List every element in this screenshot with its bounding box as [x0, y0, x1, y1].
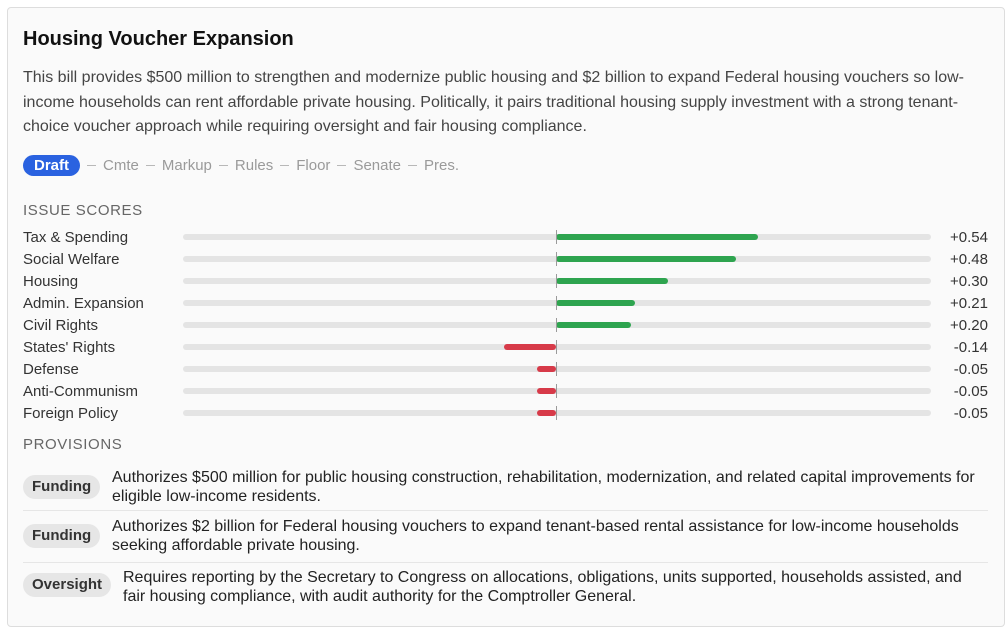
- issue-bar-midline: [556, 274, 557, 288]
- stage-pres: Pres.: [423, 156, 459, 174]
- issue-score-value: +0.21: [950, 295, 988, 312]
- issue-score-value: +0.30: [950, 273, 988, 290]
- issue-row: States' Rights -0.14: [23, 338, 988, 360]
- stage-current: Draft: [23, 154, 81, 176]
- provision-item: Oversight Requires reporting by the Secr…: [23, 566, 988, 614]
- stage-separator: [145, 164, 155, 166]
- issue-scores-list: Tax & Spending +0.54 Social Welfare +0.48 Ho…: [23, 228, 988, 426]
- issue-row: Admin. Expansion +0.21: [23, 294, 988, 316]
- issue-row: Defense -0.05: [23, 360, 988, 382]
- issue-bar-track: [183, 274, 931, 288]
- issue-label: Tax & Spending: [23, 229, 129, 246]
- issue-score-value: -0.05: [953, 383, 988, 400]
- stage-separator: [218, 164, 228, 166]
- stage-separator: [407, 164, 417, 166]
- issue-bar-midline: [556, 362, 557, 376]
- issue-bar-track: [183, 362, 931, 376]
- issue-bar-midline: [556, 340, 557, 354]
- issue-bar-track: [183, 318, 931, 332]
- issue-bar-midline: [556, 406, 557, 420]
- issue-label: States' Rights: [23, 339, 116, 356]
- issue-bar-midline: [556, 252, 557, 266]
- issue-bar-midline: [556, 230, 557, 244]
- issue-bar-fill: [503, 344, 556, 350]
- issue-score-value: -0.05: [953, 405, 988, 422]
- issue-bar-fill: [556, 256, 736, 262]
- issue-bar-fill: [556, 300, 635, 306]
- issue-row: Foreign Policy -0.05: [23, 404, 988, 426]
- stage-separator: [87, 164, 97, 166]
- issue-label: Defense: [23, 361, 79, 378]
- stage-rules: Rules: [234, 156, 274, 174]
- issue-label: Admin. Expansion: [23, 295, 144, 312]
- issue-row: Housing +0.30: [23, 272, 988, 294]
- provision-tag: Oversight: [23, 573, 112, 597]
- provision-item: Funding Authorizes $500 million for publ…: [23, 465, 988, 511]
- issue-bar-track: [183, 384, 931, 398]
- provisions-heading: PROVISIONS: [23, 436, 123, 453]
- issue-label: Anti-Communism: [23, 383, 139, 400]
- bill-title: Housing Voucher Expansion: [23, 28, 294, 50]
- issue-bar-fill: [537, 410, 556, 416]
- provision-text: Requires reporting by the Secretary to C…: [123, 569, 962, 605]
- issue-bar-track: [183, 340, 931, 354]
- issue-label: Civil Rights: [23, 317, 99, 334]
- provision-tag: Funding: [23, 524, 101, 548]
- provision-tag: Funding: [23, 475, 101, 499]
- issue-bar-fill: [556, 234, 758, 240]
- issue-bar-fill: [556, 322, 631, 328]
- provision-text: Authorizes $500 million for public housi…: [112, 469, 975, 505]
- stage-cmte: Cmte: [103, 156, 139, 174]
- issue-bar-midline: [556, 318, 557, 332]
- stage-separator: [337, 164, 347, 166]
- stage-separator: [280, 164, 290, 166]
- issue-row: Tax & Spending +0.54: [23, 228, 988, 250]
- issue-row: Social Welfare +0.48: [23, 250, 988, 272]
- stage-markup: Markup: [161, 156, 212, 174]
- issue-bar-track: [183, 230, 931, 244]
- issue-bar-midline: [556, 296, 557, 310]
- issue-row: Civil Rights +0.20: [23, 316, 988, 338]
- bill-description: This bill provides $500 million to stren…: [23, 69, 965, 135]
- issue-bar-track: [183, 406, 931, 420]
- issue-label: Social Welfare: [23, 251, 120, 268]
- issue-bar-fill: [556, 278, 669, 284]
- issue-label: Foreign Policy: [23, 405, 119, 422]
- issue-score-value: -0.14: [953, 339, 988, 356]
- issue-bar-fill: [537, 388, 556, 394]
- provision-text: Authorizes $2 billion for Federal housin…: [112, 518, 959, 554]
- issue-bar-fill: [537, 366, 556, 372]
- issue-scores-heading: ISSUE SCORES: [23, 202, 143, 219]
- stage-progress: Draft Cmte Markup Rules Floor Senate Pre…: [23, 154, 459, 176]
- issue-bar-track: [183, 252, 931, 266]
- issue-score-value: +0.20: [950, 317, 988, 334]
- issue-score-value: +0.48: [950, 251, 988, 268]
- stage-senate: Senate: [353, 156, 401, 174]
- issue-bar-track: [183, 296, 931, 310]
- issue-score-value: +0.54: [950, 229, 988, 246]
- issue-score-value: -0.05: [953, 361, 988, 378]
- issue-label: Housing: [23, 273, 79, 290]
- issue-row: Anti-Communism -0.05: [23, 382, 988, 404]
- bill-card: Housing Voucher Expansion This bill prov…: [7, 7, 1005, 627]
- stage-floor: Floor: [296, 156, 331, 174]
- provision-item: Funding Authorizes $2 billion for Federa…: [23, 514, 988, 563]
- issue-bar-midline: [556, 384, 557, 398]
